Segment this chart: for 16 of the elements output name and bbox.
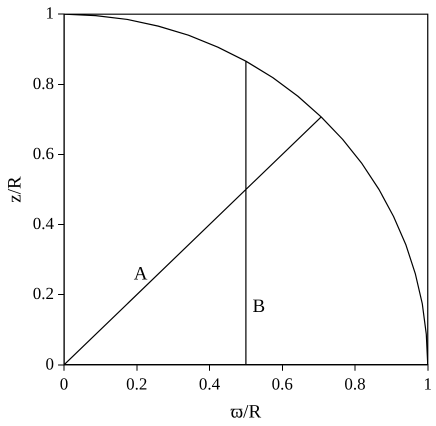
y-tick-label: 0.2 <box>32 284 54 304</box>
y-tick-label: 0.8 <box>32 74 54 93</box>
y-tick-label: 0 <box>46 354 54 374</box>
x-tick-label: 0.2 <box>126 374 148 394</box>
x-tick-label: 0.4 <box>198 374 221 394</box>
x-tick-label: 0.8 <box>344 374 366 394</box>
x-tick-label: 0.6 <box>272 374 293 394</box>
y-tick-label: 0.4 <box>32 214 55 234</box>
series-label: B <box>252 296 266 318</box>
x-tick-label: 0 <box>60 374 68 394</box>
y-axis-title: z/R <box>4 176 26 203</box>
y-tick-label: 0.6 <box>32 144 54 163</box>
y-tick-label: 1 <box>46 4 54 23</box>
series-label: A <box>134 263 148 284</box>
x-axis-title: ϖ/R <box>230 402 262 423</box>
x-tick-label: 1 <box>424 374 432 394</box>
